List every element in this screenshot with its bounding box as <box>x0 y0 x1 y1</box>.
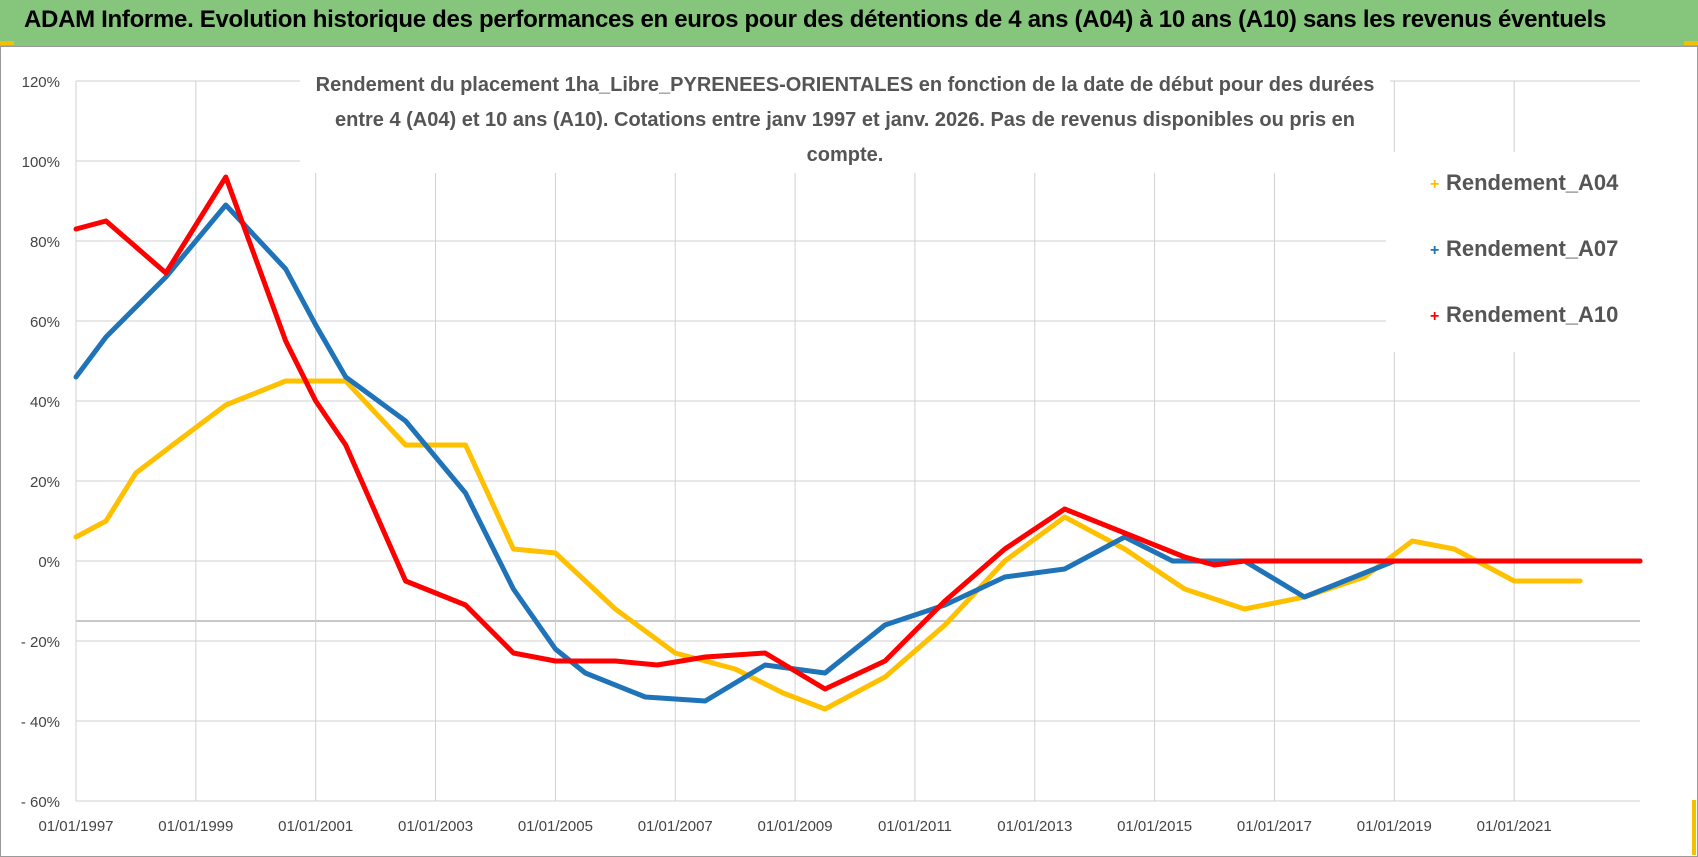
x-tick-label: 01/01/2019 <box>1357 818 1432 835</box>
series-line-rendement_a04 <box>73 378 1583 712</box>
series-line-rendement_a07 <box>73 202 1643 704</box>
corner-accent-top-left <box>0 41 14 45</box>
legend-marker-a10: + <box>1430 308 1440 325</box>
y-tick-label: - 60% <box>21 794 60 811</box>
y-tick-label: 60% <box>30 314 60 331</box>
series-line-rendement_a10 <box>73 174 1643 692</box>
legend-label-a10: Rendement_A10 <box>1446 302 1619 327</box>
x-tick-label: 01/01/2005 <box>518 818 593 835</box>
legend-marker-a07: + <box>1430 242 1440 259</box>
x-tick-label: 01/01/2011 <box>878 818 952 835</box>
x-tick-label: 01/01/2017 <box>1237 818 1312 835</box>
corner-accent-top-right <box>1684 41 1698 45</box>
x-tick-label: 01/01/1997 <box>38 818 113 835</box>
x-tick-label: 01/01/2015 <box>1117 818 1192 835</box>
y-tick-label: 100% <box>22 154 60 171</box>
x-tick-label: 01/01/2009 <box>758 818 833 835</box>
x-axis-ticks: 01/01/1997 01/01/1999 01/01/2001 01/01/2003… <box>38 818 1551 835</box>
legend-label-a04: Rendement_A04 <box>1446 170 1619 195</box>
x-tick-label: 01/01/1999 <box>158 818 233 835</box>
y-tick-label: 40% <box>30 394 60 411</box>
chart-title-line-2: entre 4 (A04) et 10 ans (A10). Cotations… <box>335 109 1355 166</box>
series-lines <box>73 174 1643 712</box>
legend: + Rendement_A04 + Rendement_A07 + Rendem… <box>1386 152 1641 352</box>
legend-label-a07: Rendement_A07 <box>1446 236 1619 261</box>
y-tick-label: 20% <box>30 474 60 491</box>
y-tick-label: - 20% <box>21 634 60 651</box>
report-title: ADAM Informe. Evolution historique des p… <box>24 6 1607 33</box>
x-tick-label: 01/01/2021 <box>1477 818 1552 835</box>
x-tick-label: 01/01/2003 <box>398 818 473 835</box>
y-tick-label: 0% <box>38 554 60 571</box>
x-tick-label: 01/01/2001 <box>278 818 353 835</box>
chart-title: Rendement du placement 1ha_Libre_PYRENEE… <box>300 68 1390 173</box>
y-tick-label: 80% <box>30 234 60 251</box>
x-tick-label: 01/01/2007 <box>638 818 713 835</box>
header-bar: ADAM Informe. Evolution historique des p… <box>0 0 1698 47</box>
y-tick-label: 120% <box>22 74 60 91</box>
corner-accent-bottom-right <box>1692 800 1696 855</box>
x-tick-label: 01/01/2013 <box>997 818 1072 835</box>
legend-marker-a04: + <box>1430 176 1440 193</box>
chart-title-line-1: Rendement du placement 1ha_Libre_PYRENEE… <box>315 74 1375 96</box>
y-tick-label: - 40% <box>21 714 60 731</box>
y-axis-ticks: 120% 100% 80% 60% 40% 20% 0% - 20% - 40% - 60% <box>21 74 60 811</box>
